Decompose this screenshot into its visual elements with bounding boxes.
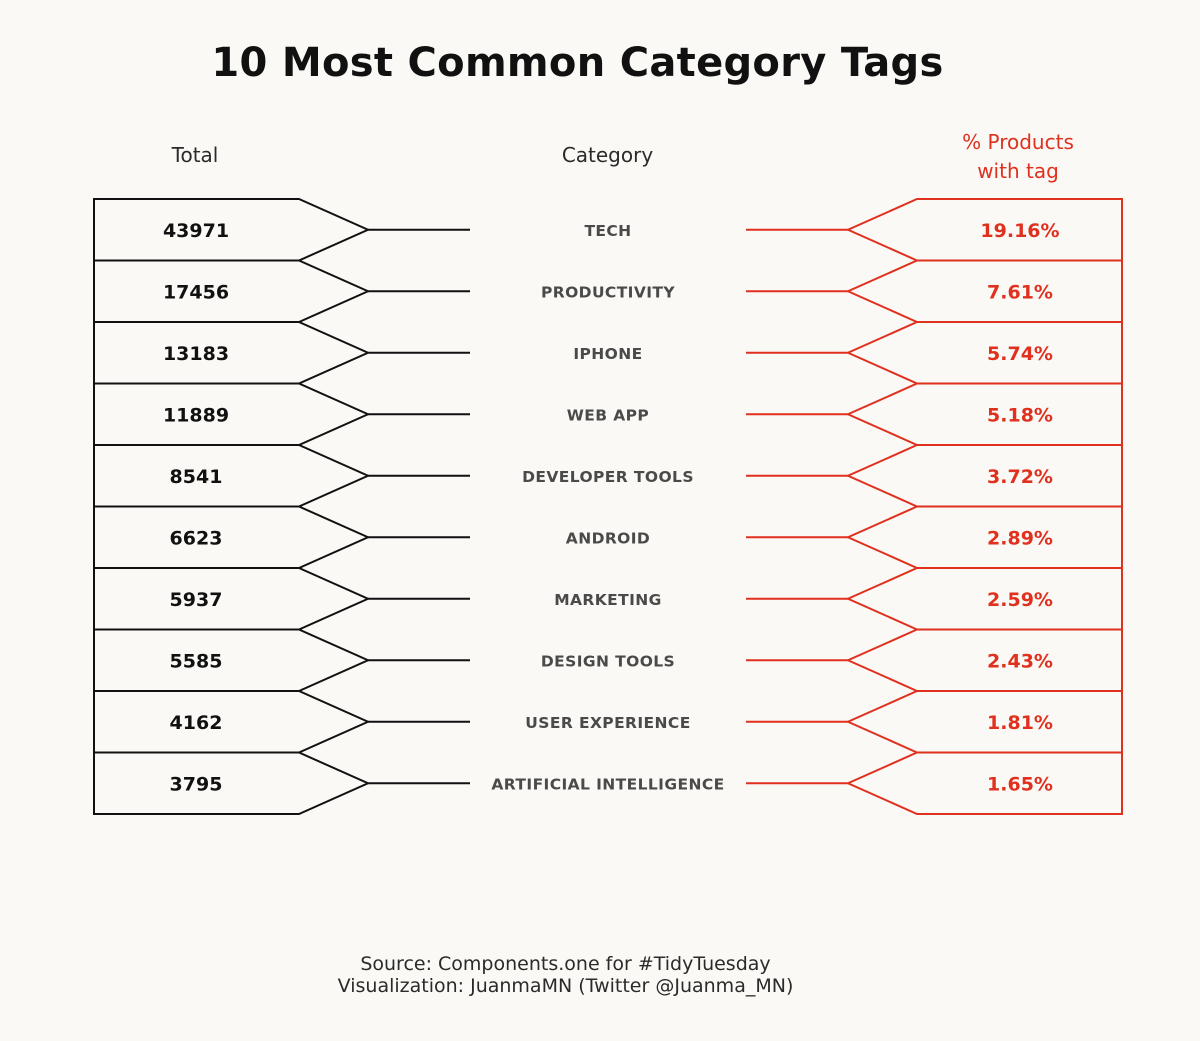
percent-arrow-shape	[845, 259, 1123, 323]
column-header-total: Total	[171, 143, 219, 167]
total-value: 17456	[163, 281, 229, 303]
percent-value: 19.16%	[980, 220, 1059, 242]
percent-arrow-shape	[845, 321, 1123, 385]
total-arrow-shape	[93, 382, 371, 446]
credit-line: Visualization: JuanmaMN (Twitter @Juanma…	[337, 975, 794, 997]
percent-value: 5.74%	[987, 343, 1053, 365]
total-value: 8541	[170, 466, 223, 488]
total-arrow-shape	[93, 751, 371, 815]
category-label: ARTIFICIAL INTELLIGENCE	[491, 775, 724, 793]
percent-value: 3.72%	[987, 466, 1053, 488]
total-value: 13183	[163, 343, 229, 365]
total-arrow-shape	[93, 444, 371, 508]
total-arrow-shape	[93, 505, 371, 569]
category-label: USER EXPERIENCE	[525, 714, 690, 732]
total-arrow-shape	[93, 567, 371, 631]
source-note: Source: Components.one for #TidyTuesday …	[0, 953, 1131, 997]
total-value: 6623	[170, 527, 223, 549]
total-value: 5937	[170, 589, 223, 611]
column-header-category: Category	[561, 143, 654, 167]
column-header-percent-line2: with tag	[977, 159, 1059, 183]
category-label: PRODUCTIVITY	[541, 283, 675, 301]
percent-arrow-shape	[845, 628, 1123, 692]
percent-value: 1.65%	[987, 773, 1053, 795]
percent-value: 2.89%	[987, 527, 1053, 549]
percent-arrow-shape	[845, 505, 1123, 569]
total-value: 11889	[163, 404, 229, 426]
chart-title: 10 Most Common Category Tags	[211, 40, 944, 86]
total-arrow-shape	[93, 628, 371, 692]
column-header-percent-line1: % Products	[962, 130, 1074, 154]
percent-value: 5.18%	[987, 404, 1053, 426]
column-header-percent: % Products with tag	[918, 128, 1118, 186]
total-arrow-shape	[93, 198, 371, 262]
category-label: MARKETING	[554, 591, 662, 609]
category-label: DESIGN TOOLS	[541, 652, 675, 670]
source-line: Source: Components.one for #TidyTuesday	[360, 953, 771, 975]
percent-arrow-shape	[845, 751, 1123, 815]
percent-value: 2.59%	[987, 589, 1053, 611]
category-label: TECH	[584, 222, 631, 240]
percent-value: 7.61%	[987, 281, 1053, 303]
percent-arrow-shape	[845, 382, 1123, 446]
percent-arrow-shape	[845, 690, 1123, 754]
total-value: 4162	[170, 712, 223, 734]
total-value: 43971	[163, 220, 229, 242]
category-label: IPHONE	[573, 345, 642, 363]
total-value: 3795	[170, 773, 223, 795]
percent-arrow-shape	[845, 567, 1123, 631]
percent-arrow-shape	[845, 444, 1123, 508]
percent-value: 2.43%	[987, 650, 1053, 672]
total-value: 5585	[170, 650, 223, 672]
percent-value: 1.81%	[987, 712, 1053, 734]
total-arrow-shape	[93, 321, 371, 385]
category-label: ANDROID	[566, 529, 650, 547]
category-label: WEB APP	[567, 406, 649, 424]
category-label: DEVELOPER TOOLS	[522, 468, 694, 486]
total-arrow-shape	[93, 690, 371, 754]
percent-arrow-shape	[845, 198, 1123, 262]
total-arrow-shape	[93, 259, 371, 323]
